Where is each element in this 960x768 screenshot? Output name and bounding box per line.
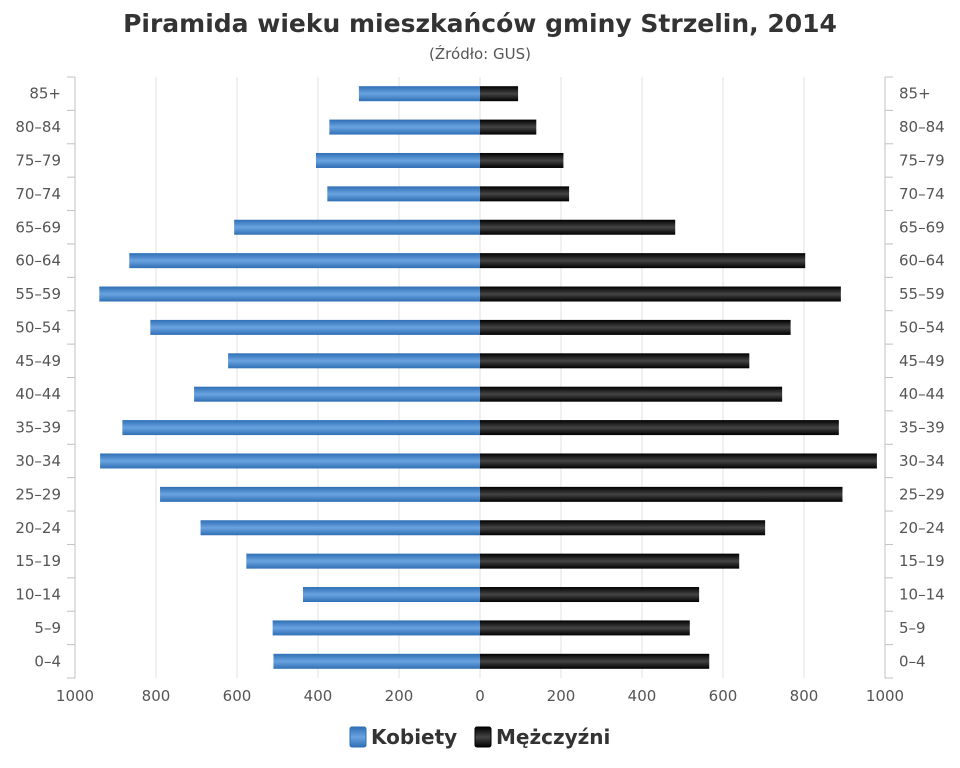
x-tick-label: 800 <box>790 687 819 705</box>
bar-kobiety <box>303 587 480 603</box>
x-tick-label: 400 <box>304 687 333 705</box>
bar-mezczyzni <box>480 420 839 436</box>
left-category-label: 40–44 <box>15 385 61 403</box>
left-category-label: 75–79 <box>15 151 61 169</box>
bar-kobiety <box>150 319 480 335</box>
bar-kobiety <box>329 119 480 135</box>
bar-kobiety <box>273 653 480 669</box>
bar-mezczyzni <box>480 353 750 369</box>
left-category-label: 25–29 <box>15 485 61 503</box>
left-category-label: 55–59 <box>15 285 61 303</box>
bar-kobiety <box>327 186 480 202</box>
axes-group: 0–4 0–4 5–9 5–9 10–14 10–14 15–19 15–19 20–24 20–… <box>15 76 945 705</box>
right-category-label: 40–44 <box>899 385 945 403</box>
right-category-label: 75–79 <box>899 151 945 169</box>
right-category-label: 50–54 <box>899 318 945 336</box>
left-category-label: 15–19 <box>15 552 61 570</box>
bar-kobiety <box>99 286 481 302</box>
x-tick-label: 1000 <box>56 687 94 705</box>
x-tick-label: 400 <box>628 687 657 705</box>
bar-kobiety <box>129 253 480 269</box>
bars-group <box>99 86 877 669</box>
bar-kobiety <box>160 486 481 502</box>
x-tick-label: 0 <box>475 687 485 705</box>
bar-kobiety <box>315 152 480 168</box>
left-category-label: 10–14 <box>15 586 61 604</box>
left-category-label: 0–4 <box>34 652 61 670</box>
bar-kobiety <box>200 520 481 536</box>
bar-mezczyzni <box>480 386 783 402</box>
x-tick-label: 800 <box>142 687 171 705</box>
left-category-label: 5–9 <box>34 619 61 637</box>
left-category-label: 80–84 <box>15 118 61 136</box>
bar-kobiety <box>228 353 480 369</box>
right-category-label: 30–34 <box>899 452 945 470</box>
legend-swatch-kobiety <box>349 726 367 748</box>
bar-kobiety <box>234 219 480 235</box>
bar-mezczyzni <box>480 253 806 269</box>
bar-kobiety <box>100 453 481 469</box>
right-category-label: 55–59 <box>899 285 945 303</box>
left-category-label: 50–54 <box>15 318 61 336</box>
left-category-label: 45–49 <box>15 352 61 370</box>
bar-mezczyzni <box>480 286 841 302</box>
bar-mezczyzni <box>480 653 710 669</box>
bar-mezczyzni <box>480 152 564 168</box>
right-category-label: 45–49 <box>899 352 945 370</box>
bar-kobiety <box>122 420 480 436</box>
right-category-label: 80–84 <box>899 118 945 136</box>
bar-mezczyzni <box>480 453 877 469</box>
legend-label-mezczyzni: Mężczyźni <box>496 725 610 749</box>
bar-mezczyzni <box>480 319 791 335</box>
left-category-label: 30–34 <box>15 452 61 470</box>
bar-mezczyzni <box>480 620 690 636</box>
bar-mezczyzni <box>480 86 519 102</box>
right-category-label: 15–19 <box>899 552 945 570</box>
left-category-label: 60–64 <box>15 252 61 270</box>
left-category-label: 65–69 <box>15 218 61 236</box>
left-category-label: 85+ <box>29 85 61 103</box>
right-category-label: 10–14 <box>899 586 945 604</box>
chart-subtitle: (Źródło: GUS) <box>429 44 531 63</box>
bar-mezczyzni <box>480 119 537 135</box>
right-category-label: 85+ <box>899 85 931 103</box>
bar-mezczyzni <box>480 587 700 603</box>
legend-label-kobiety: Kobiety <box>371 725 457 749</box>
bar-mezczyzni <box>480 553 740 569</box>
bar-kobiety <box>272 620 480 636</box>
bar-kobiety <box>358 86 480 102</box>
bar-mezczyzni <box>480 186 570 202</box>
left-category-label: 70–74 <box>15 185 61 203</box>
bar-mezczyzni <box>480 486 843 502</box>
bar-kobiety <box>194 386 480 402</box>
x-tick-label: 600 <box>709 687 738 705</box>
right-category-label: 0–4 <box>899 652 926 670</box>
x-tick-label: 200 <box>385 687 414 705</box>
right-category-label: 65–69 <box>899 218 945 236</box>
x-tick-label: 600 <box>223 687 252 705</box>
x-tick-label: 200 <box>547 687 576 705</box>
bar-kobiety <box>246 553 480 569</box>
right-category-label: 35–39 <box>899 419 945 437</box>
right-category-label: 5–9 <box>899 619 926 637</box>
bar-mezczyzni <box>480 520 766 536</box>
left-category-label: 20–24 <box>15 519 61 537</box>
right-category-label: 25–29 <box>899 485 945 503</box>
x-tick-label: 1000 <box>866 687 904 705</box>
right-category-label: 70–74 <box>899 185 945 203</box>
right-category-label: 60–64 <box>899 252 945 270</box>
bar-mezczyzni <box>480 219 676 235</box>
legend-swatch-mezczyzni <box>474 726 492 748</box>
legend: Kobiety Mężczyźni <box>349 725 610 749</box>
left-category-label: 35–39 <box>15 419 61 437</box>
chart-title: Piramida wieku mieszkańców gminy Strzeli… <box>123 9 837 38</box>
right-category-label: 20–24 <box>899 519 945 537</box>
